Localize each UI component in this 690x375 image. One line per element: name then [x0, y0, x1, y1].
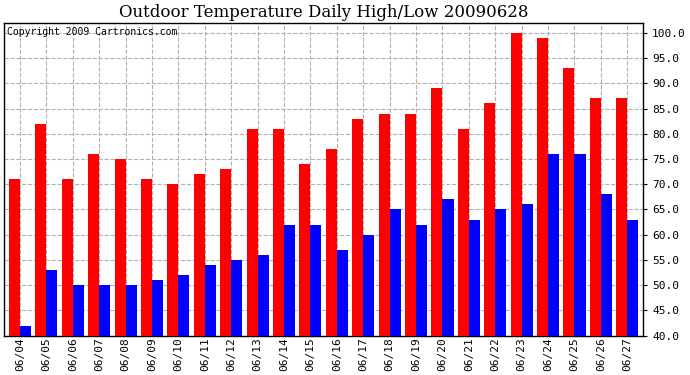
Bar	[273, 129, 284, 336]
Bar	[469, 220, 480, 336]
Bar	[20, 326, 31, 336]
Bar	[220, 169, 231, 336]
Bar	[363, 235, 374, 336]
Bar	[9, 179, 20, 336]
Bar	[484, 104, 495, 336]
Bar	[115, 159, 126, 336]
Bar	[537, 38, 548, 336]
Bar	[167, 184, 179, 336]
Bar	[442, 200, 453, 336]
Bar	[141, 179, 152, 336]
Title: Outdoor Temperature Daily High/Low 20090628: Outdoor Temperature Daily High/Low 20090…	[119, 4, 529, 21]
Bar	[548, 154, 559, 336]
Bar	[352, 118, 363, 336]
Bar	[616, 99, 627, 336]
Bar	[284, 225, 295, 336]
Bar	[590, 99, 601, 336]
Bar	[99, 285, 110, 336]
Bar	[379, 114, 390, 336]
Bar	[205, 265, 216, 336]
Bar	[627, 220, 638, 336]
Bar	[326, 149, 337, 336]
Text: Copyright 2009 Cartronics.com: Copyright 2009 Cartronics.com	[8, 27, 178, 38]
Bar	[574, 154, 586, 336]
Bar	[457, 129, 469, 336]
Bar	[61, 179, 73, 336]
Bar	[231, 260, 242, 336]
Bar	[73, 285, 84, 336]
Bar	[416, 225, 427, 336]
Bar	[88, 154, 99, 336]
Bar	[495, 210, 506, 336]
Bar	[337, 250, 348, 336]
Bar	[246, 129, 257, 336]
Bar	[310, 225, 322, 336]
Bar	[299, 164, 310, 336]
Bar	[390, 210, 401, 336]
Bar	[35, 124, 46, 336]
Bar	[126, 285, 137, 336]
Bar	[563, 68, 574, 336]
Bar	[179, 275, 190, 336]
Bar	[257, 255, 268, 336]
Bar	[405, 114, 416, 336]
Bar	[431, 88, 442, 336]
Bar	[46, 270, 57, 336]
Bar	[152, 280, 163, 336]
Bar	[511, 33, 522, 336]
Bar	[194, 174, 205, 336]
Bar	[522, 204, 533, 336]
Bar	[601, 194, 612, 336]
